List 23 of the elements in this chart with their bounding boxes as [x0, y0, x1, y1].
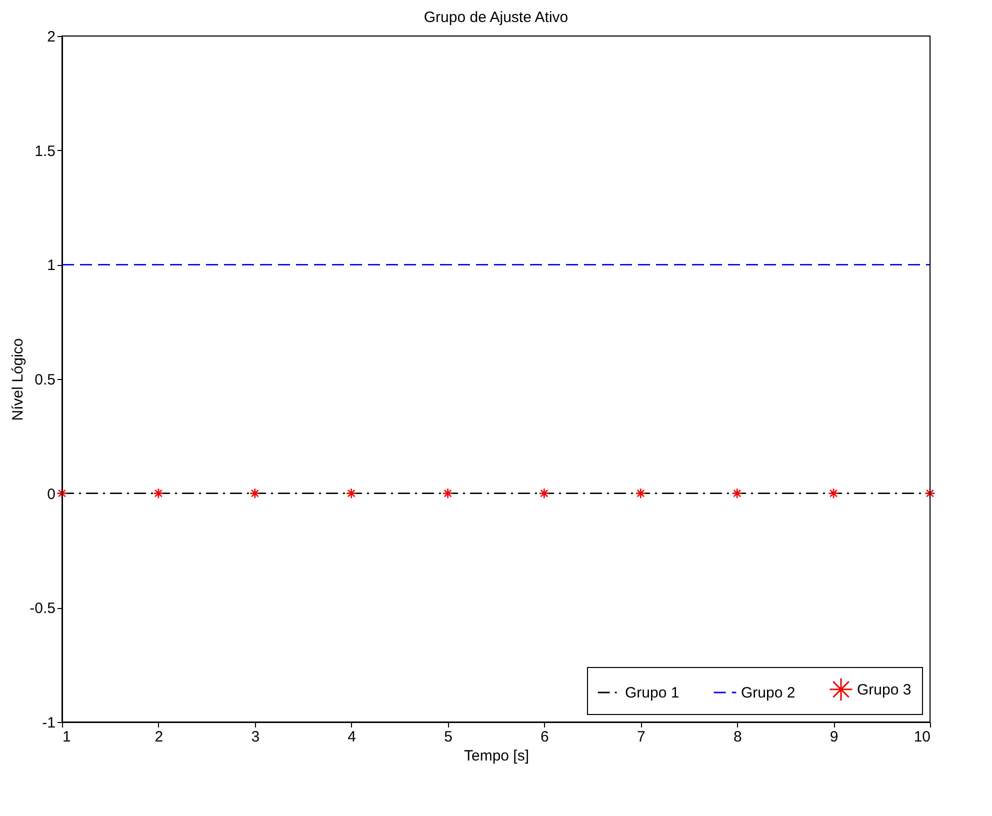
legend-label: Grupo 2	[741, 684, 796, 702]
x-tick-label: 7	[636, 728, 646, 746]
x-tick-label: 4	[348, 728, 356, 746]
legend-label: Grupo 3	[857, 681, 912, 698]
x-tick-label: 10	[914, 728, 930, 746]
x-tick-label: 3	[251, 728, 260, 746]
x-tick-label: 2	[154, 728, 164, 746]
y-tick-label: 1	[47, 257, 56, 274]
x-tick-label: 5	[444, 728, 452, 746]
x-tick-label: 9	[830, 728, 838, 746]
x-tick-label: 6	[540, 728, 549, 746]
y-tick-label: 0.5	[34, 372, 56, 388]
legend-label: Grupo 1	[625, 684, 680, 702]
chart-title: Grupo de Ajuste Ativo	[424, 9, 568, 26]
x-axis-title: Tempo [s]	[464, 748, 530, 764]
y-tick-label: 2	[47, 28, 56, 46]
x-tick-label: 8	[733, 728, 742, 746]
y-tick-label: -1	[42, 714, 56, 732]
y-axis-title: Nível Lógico	[10, 338, 27, 421]
y-tick-label: 1.5	[34, 142, 56, 160]
y-tick-label: -0.5	[30, 600, 56, 618]
x-tick-label: 1	[62, 728, 71, 746]
y-tick-label: 0	[47, 486, 56, 503]
